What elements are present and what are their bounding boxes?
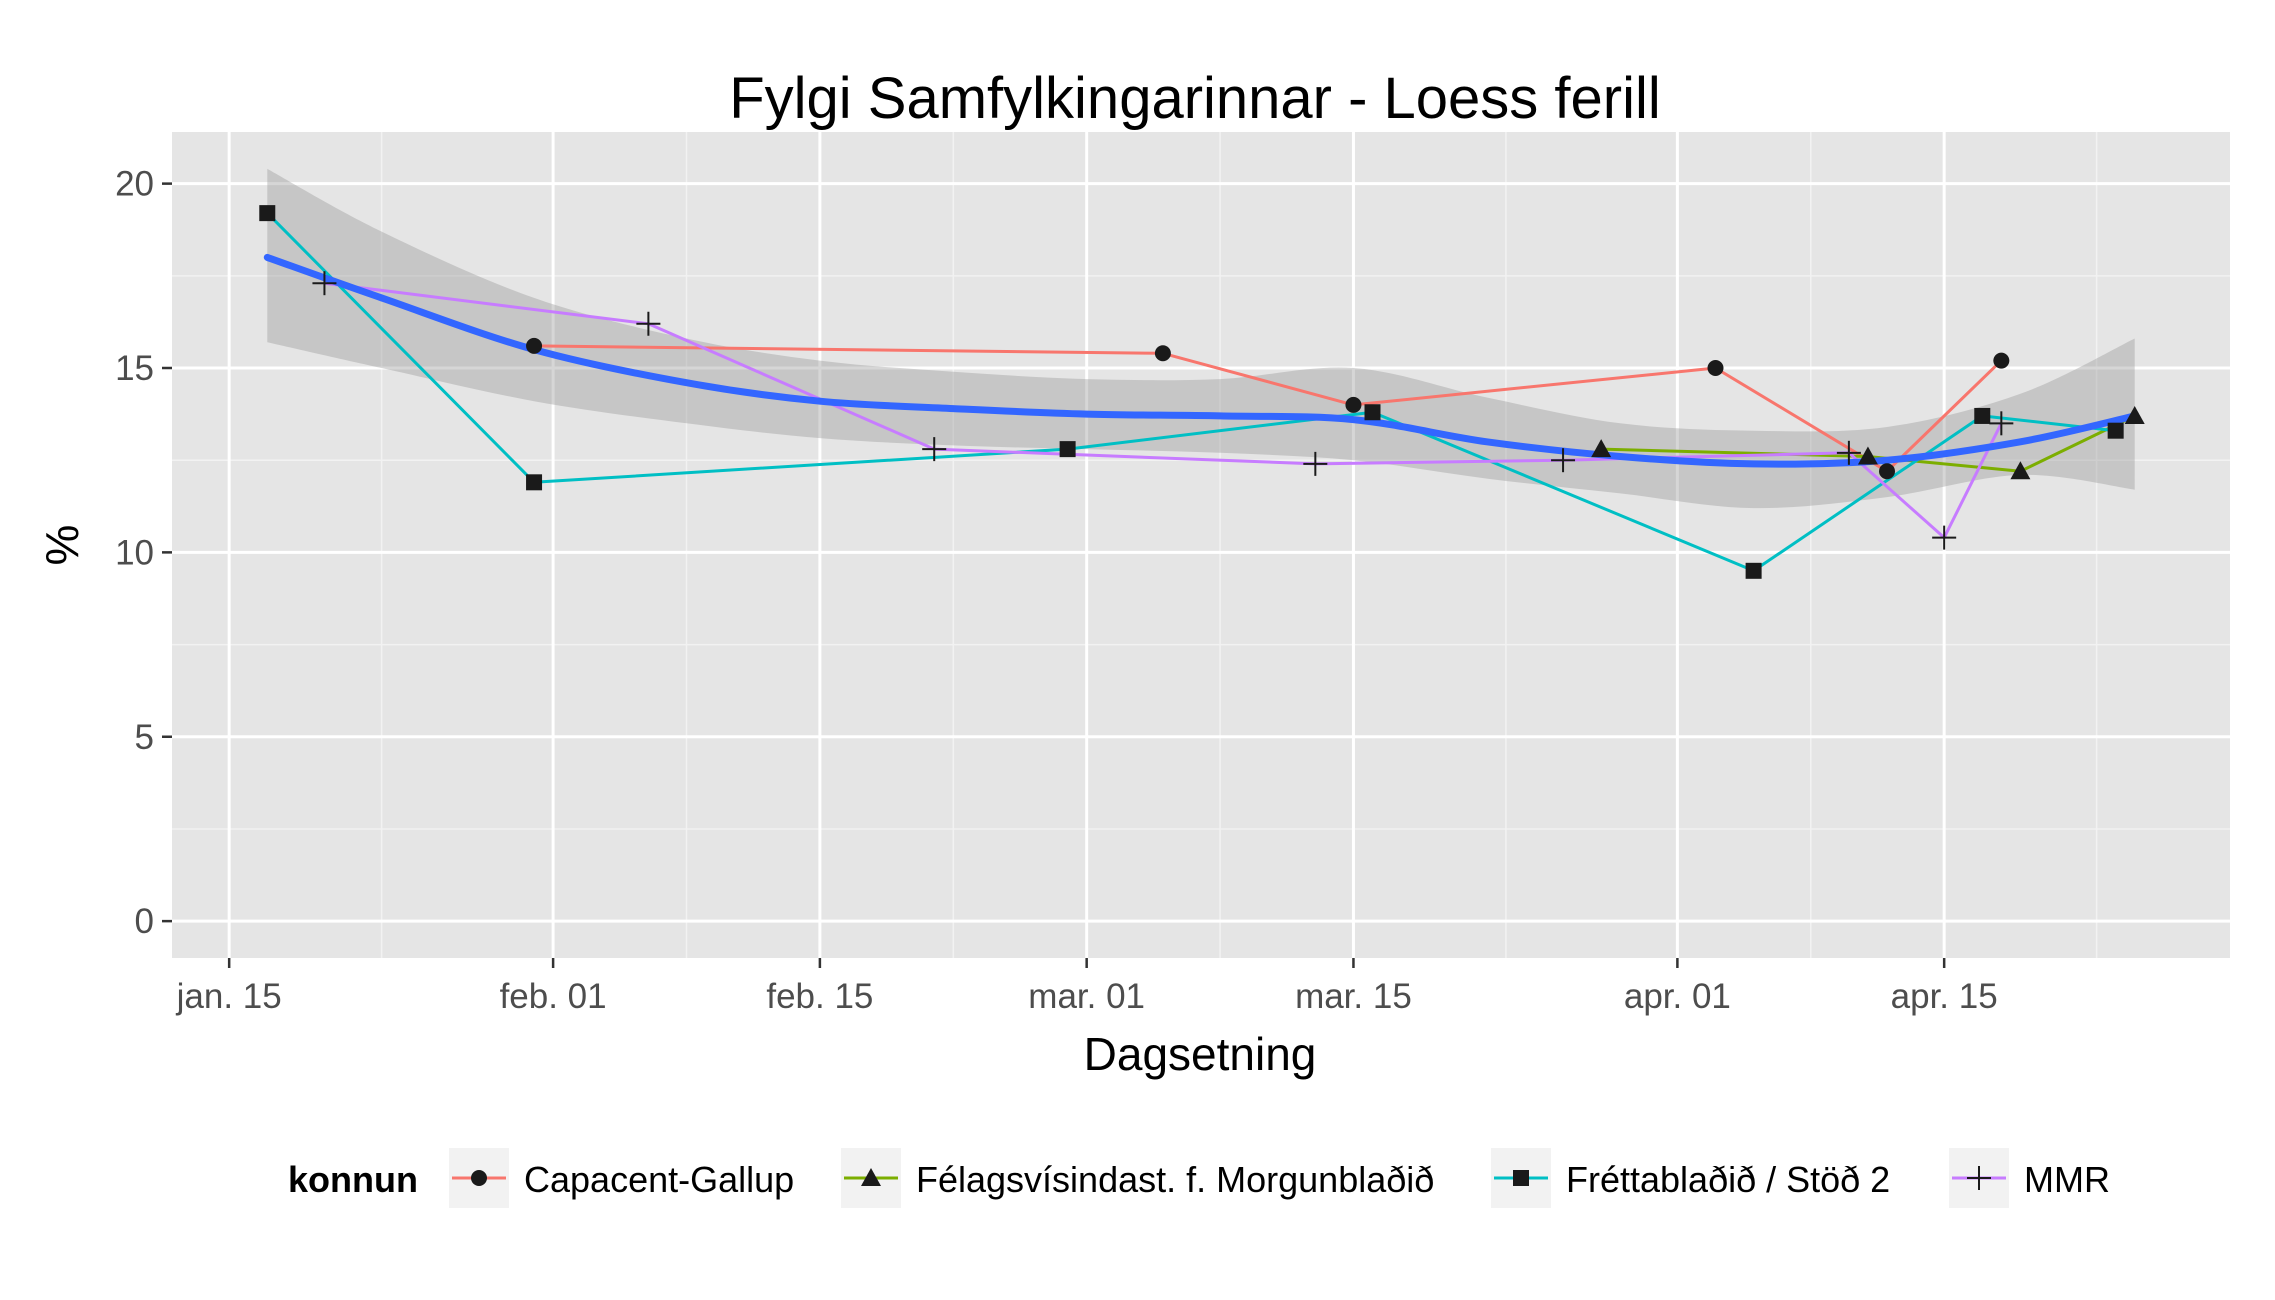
legend-key-marker [1967, 1166, 1991, 1190]
data-point-3 [1932, 525, 1957, 550]
series-line-3 [324, 281, 2003, 540]
data-point-0 [1879, 463, 1895, 480]
legend: konnun Capacent-Gallup Félagsvísindast. f… [288, 1146, 2110, 1210]
legend-key-marker [471, 1170, 487, 1186]
data-point-0 [1154, 345, 1171, 362]
x-tick-label: apr. 15 [1891, 977, 1998, 1016]
x-tick-label: jan. 15 [176, 977, 282, 1016]
loess-curve [263, 253, 2139, 468]
y-tick-label: 20 [115, 165, 154, 204]
data-point-2 [526, 474, 543, 491]
data-point-3 [1836, 440, 1861, 465]
x-tick-label: feb. 01 [500, 977, 607, 1016]
loess-line [263, 253, 2139, 468]
confidence-band [267, 168, 2135, 509]
series-line-0 [534, 344, 2003, 473]
data-point-3 [922, 437, 947, 462]
data-point-1 [1857, 446, 1878, 465]
data-point-2 [1059, 441, 1076, 458]
legend-key-marker [1513, 1170, 1529, 1186]
series-line-1 [1601, 414, 2136, 473]
confidence-band-area [267, 168, 2135, 509]
data-point-1 [1591, 439, 1612, 458]
y-tick-label: 5 [135, 718, 154, 757]
data-point-3 [1551, 448, 1576, 473]
x-axis-title: Dagsetning [1084, 1028, 1317, 1080]
legend-label-0: Capacent-Gallup [524, 1159, 794, 1200]
data-point-2 [1364, 404, 1381, 421]
legend-key-2 [1489, 1146, 1553, 1210]
data-point-3 [312, 271, 337, 296]
data-point-3 [1989, 411, 2014, 436]
plot-panel [172, 132, 2230, 958]
legend-title: konnun [288, 1159, 418, 1200]
x-tick-label: mar. 15 [1295, 977, 1412, 1016]
data-point-0 [1993, 352, 2010, 369]
axes: jan. 15 feb. 01 feb. 15 mar. 01 mar. 15 apr. … [115, 165, 1998, 1016]
y-tick-label: 15 [115, 349, 154, 388]
x-tick-label: apr. 01 [1624, 977, 1731, 1016]
data-point-0 [1345, 396, 1362, 413]
data-markers [259, 205, 2145, 579]
legend-key-marker [861, 1168, 881, 1186]
legend-label-3: MMR [2024, 1159, 2110, 1200]
legend-key-1 [839, 1146, 903, 1210]
data-point-2 [259, 205, 276, 222]
chart-title: Fylgi Samfylkingarinnar - Loess ferill [729, 66, 1661, 131]
data-point-2 [1745, 562, 1762, 579]
legend-key-0 [447, 1146, 511, 1210]
data-point-2 [2107, 422, 2124, 439]
legend-key-3 [1947, 1146, 2011, 1210]
data-point-0 [1707, 360, 1724, 376]
legend-label-1: Félagsvísindast. f. Morgunblaðið [916, 1159, 1434, 1200]
data-point-3 [636, 311, 661, 336]
data-point-1 [2010, 461, 2031, 480]
data-point-1 [2124, 405, 2145, 424]
data-point-3 [1303, 451, 1328, 476]
y-axis-title: % [36, 525, 88, 566]
data-point-2 [1974, 407, 1991, 424]
legend-label-2: Fréttablaðið / Stöð 2 [1566, 1159, 1890, 1200]
x-tick-label: mar. 01 [1028, 977, 1145, 1016]
y-tick-label: 10 [115, 533, 154, 572]
y-tick-label: 0 [135, 902, 154, 941]
x-tick-label: feb. 15 [766, 977, 873, 1016]
data-point-0 [526, 337, 543, 354]
